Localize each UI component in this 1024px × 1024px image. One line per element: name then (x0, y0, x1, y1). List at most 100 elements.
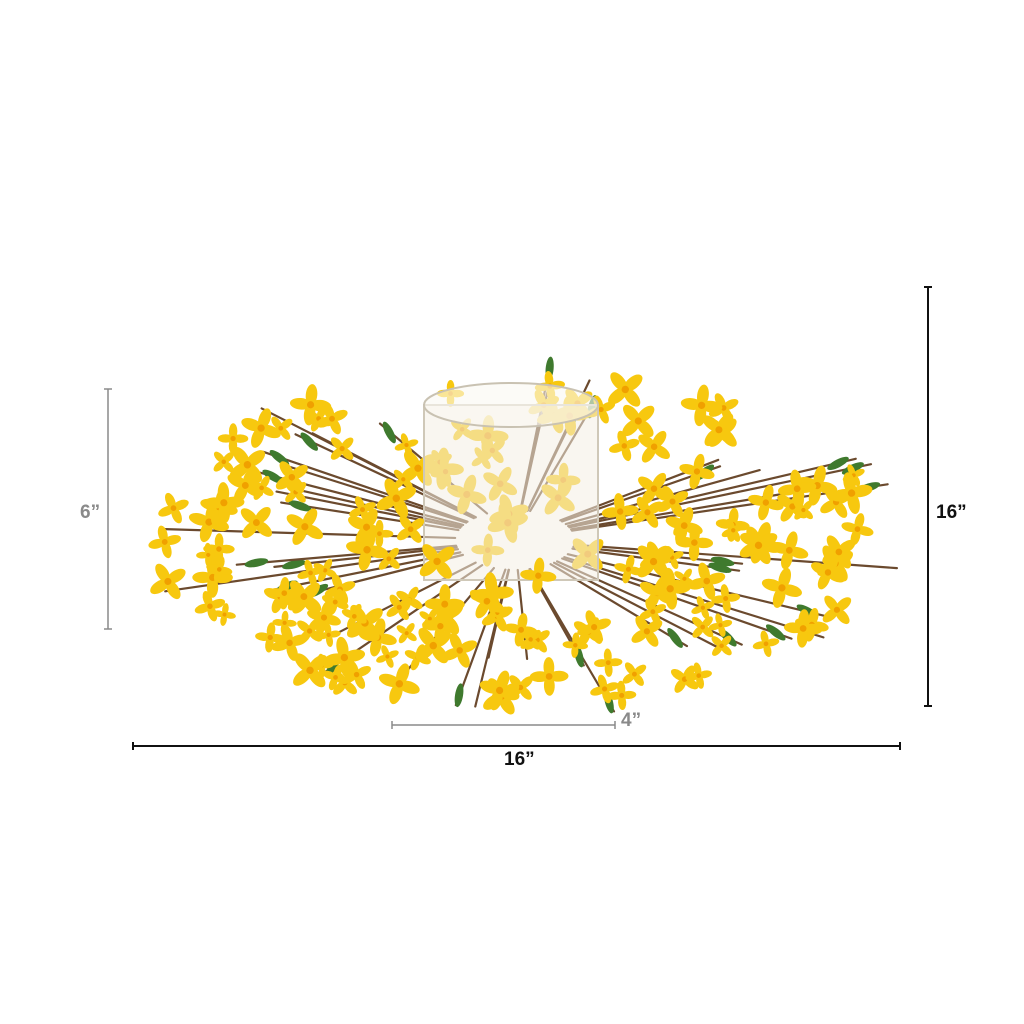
petal (693, 537, 714, 549)
petal (398, 597, 412, 609)
petal (386, 605, 401, 617)
flower-center (320, 614, 328, 621)
petal (572, 632, 580, 646)
height-label: 6” (80, 502, 101, 523)
flower-center (833, 606, 841, 613)
flower-center (377, 531, 382, 537)
petal (711, 595, 727, 604)
leaf (244, 558, 269, 568)
petal (431, 630, 451, 648)
petal (758, 501, 770, 521)
petal (701, 607, 710, 620)
petal (696, 675, 705, 689)
petal (346, 541, 369, 554)
petal (316, 632, 330, 640)
petal (398, 632, 408, 644)
flower-center (650, 443, 658, 451)
petal (222, 603, 229, 616)
petal (802, 509, 813, 520)
petal (385, 655, 394, 668)
flower-center (703, 577, 711, 585)
flower-center (404, 442, 409, 448)
flower-center (778, 584, 786, 592)
flower-center (666, 585, 674, 593)
petal (305, 384, 318, 406)
petal (536, 630, 550, 642)
petal (762, 484, 774, 504)
flower (323, 636, 366, 679)
petal (293, 668, 312, 686)
flower-center (680, 522, 688, 529)
flower-center (799, 625, 807, 632)
flower (637, 545, 670, 578)
petal (752, 641, 767, 650)
flower (608, 372, 643, 407)
petal (343, 649, 366, 662)
petal (475, 600, 490, 619)
petal (424, 598, 446, 610)
petal (165, 492, 176, 510)
flower-center (306, 401, 315, 409)
petal (222, 460, 234, 472)
petal (485, 599, 504, 613)
leaf (708, 562, 732, 573)
petal (504, 623, 522, 634)
petal (856, 526, 874, 536)
flower (783, 609, 823, 648)
petal (813, 465, 826, 487)
flower-center (339, 446, 345, 452)
petal (378, 529, 394, 538)
flower-center (216, 567, 222, 572)
petal (287, 594, 306, 611)
flower-center (396, 604, 402, 610)
flower-center (333, 675, 338, 680)
petal (418, 627, 436, 648)
flower (691, 596, 715, 620)
petal (352, 603, 362, 618)
petal (324, 568, 337, 578)
petal (363, 608, 383, 625)
petal (213, 451, 225, 463)
petal (309, 399, 332, 412)
petal (722, 398, 739, 410)
petal (520, 638, 532, 649)
petal (398, 680, 420, 694)
petal (405, 623, 415, 634)
petal (339, 581, 356, 592)
petal (604, 662, 613, 677)
petal (498, 695, 515, 715)
flower-center (353, 671, 360, 678)
petal (207, 605, 218, 622)
petal (802, 500, 813, 511)
petal (315, 616, 327, 635)
flower (739, 526, 778, 565)
petal (719, 619, 733, 628)
flower (830, 472, 873, 514)
petal (622, 419, 640, 437)
petal (785, 531, 798, 552)
petal (308, 618, 321, 633)
petal (158, 505, 175, 517)
petal (220, 614, 227, 626)
petal (297, 620, 311, 633)
petal (279, 461, 294, 479)
flower (688, 562, 726, 600)
petal (693, 662, 702, 677)
petal (405, 439, 419, 447)
petal (665, 516, 686, 529)
leaf (262, 469, 284, 484)
flower-center (621, 443, 628, 449)
flower (680, 384, 723, 427)
flower (424, 584, 465, 625)
petal (689, 470, 701, 490)
petal (532, 574, 543, 594)
flower (307, 600, 341, 635)
petal (428, 608, 438, 620)
flower-center (360, 507, 366, 513)
petal (399, 515, 413, 531)
flower (841, 513, 874, 546)
leaf (288, 500, 312, 512)
petal (692, 625, 704, 638)
petal (808, 607, 819, 626)
petal (331, 574, 343, 591)
